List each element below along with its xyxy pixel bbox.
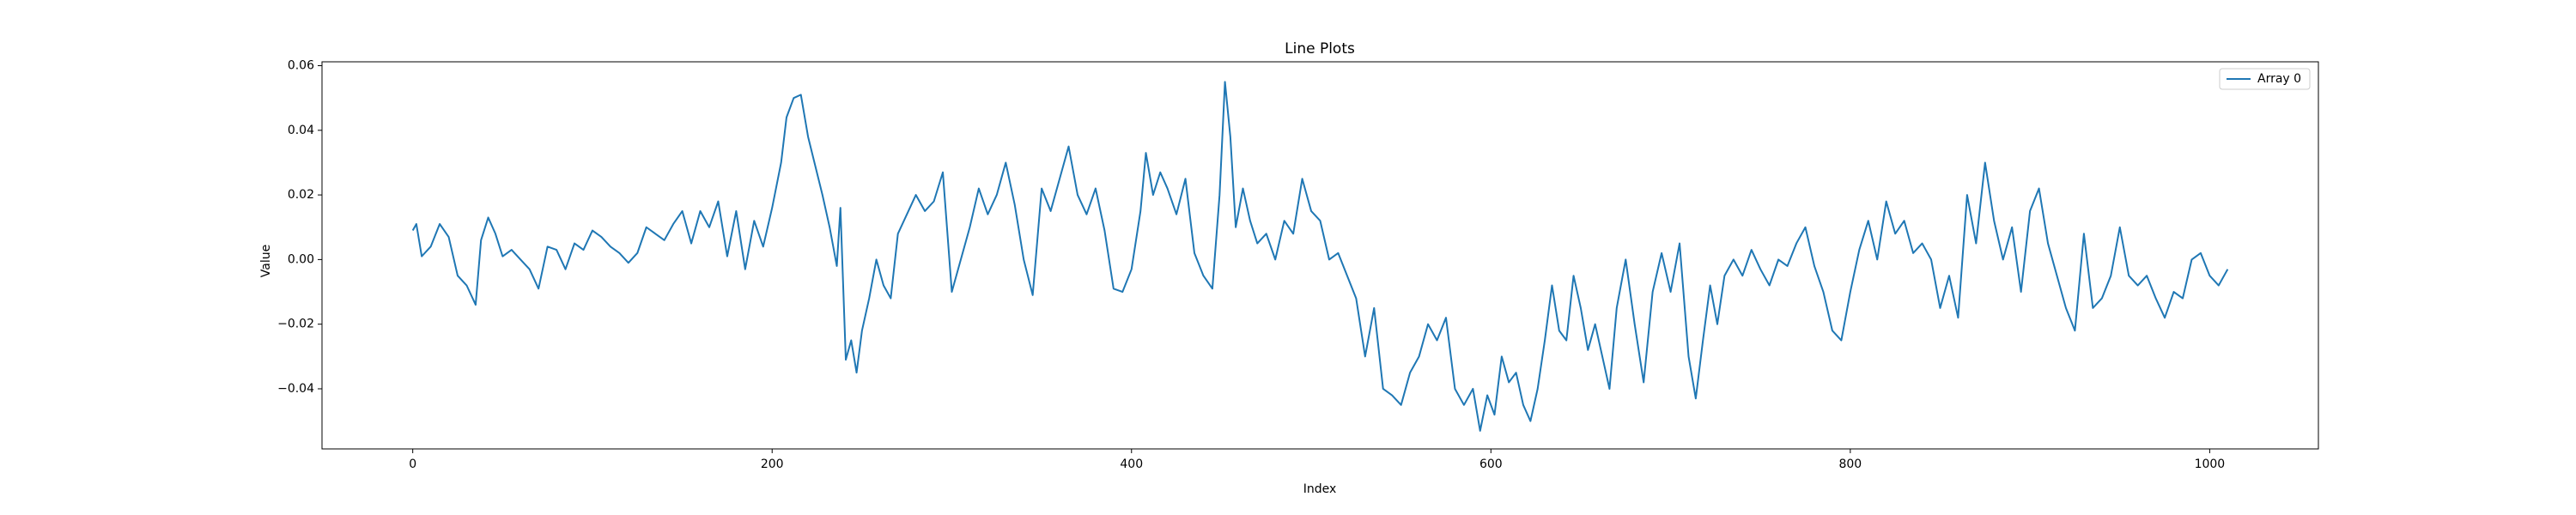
data-line: [411, 81, 2229, 432]
y-axis-label: Value: [259, 245, 273, 277]
y-tick-label: −0.02: [277, 318, 314, 331]
legend-box: [2219, 68, 2311, 90]
x-tick-label: 200: [761, 457, 784, 471]
legend-label: Array 0: [2257, 72, 2301, 86]
x-axis-label: Index: [1303, 482, 1337, 496]
x-tick-label: 400: [1120, 457, 1143, 471]
y-tick-label: 0.02: [288, 188, 314, 202]
chart-title: Line Plots: [1285, 40, 1355, 58]
x-tick-label: 1000: [2195, 457, 2226, 471]
x-tick-label: 800: [1838, 457, 1862, 471]
y-tick-label: −0.04: [277, 382, 314, 396]
y-tick-label: 0.06: [288, 59, 314, 73]
x-tick-label: 0: [409, 457, 416, 471]
y-tick-label: 0.04: [288, 124, 314, 137]
plot-frame: [321, 61, 2319, 450]
y-tick-label: 0.00: [288, 252, 314, 266]
x-tick-label: 600: [1479, 457, 1503, 471]
